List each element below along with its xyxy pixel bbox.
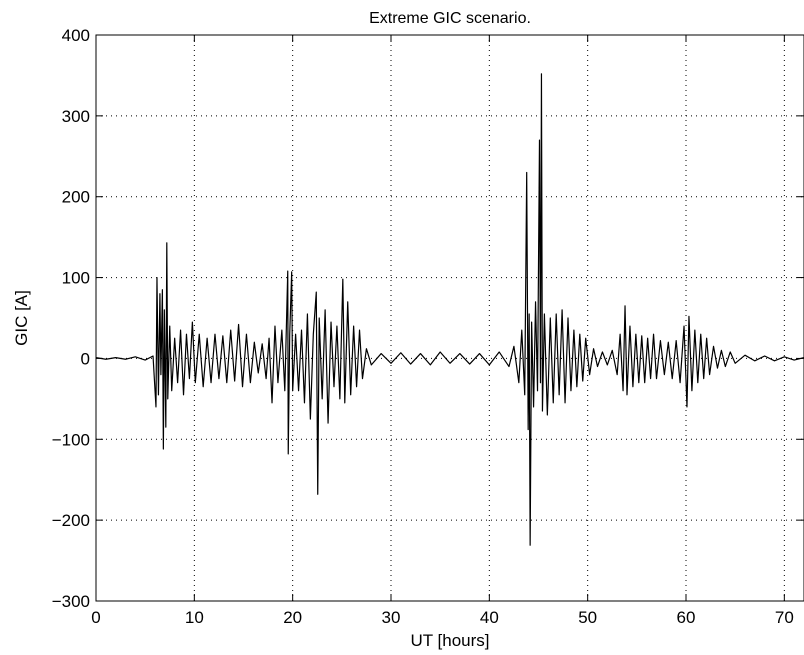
tick-marks <box>95 34 804 602</box>
y-tick-label: −200 <box>52 511 90 530</box>
x-tick-label: 50 <box>578 608 597 627</box>
y-tick-label: 200 <box>62 188 90 207</box>
y-tick-labels: −300 −200 −100 0 100 200 300 400 <box>52 26 90 611</box>
x-tick-labels: 0 10 20 30 40 50 60 70 <box>91 608 794 627</box>
y-tick-label: −100 <box>52 430 90 449</box>
x-tick-label: 40 <box>480 608 499 627</box>
gic-series-line <box>95 73 804 546</box>
x-tick-label: 10 <box>185 608 204 627</box>
x-tick-label: 70 <box>775 608 794 627</box>
y-axis-title: GIC [A] <box>12 290 31 346</box>
plot-background <box>96 35 804 601</box>
plot-frame <box>95 34 804 602</box>
x-tick-label: 20 <box>283 608 302 627</box>
x-tick-label: 30 <box>382 608 401 627</box>
x-tick-label: 60 <box>677 608 696 627</box>
y-tick-label: 0 <box>81 349 90 368</box>
x-axis-title: UT [hours] <box>410 631 489 650</box>
series-layer <box>95 73 804 546</box>
grid-lines <box>96 35 804 601</box>
y-tick-label: −300 <box>52 592 90 611</box>
y-tick-label: 300 <box>62 107 90 126</box>
y-tick-label: 100 <box>62 269 90 288</box>
y-tick-label: 400 <box>62 26 90 45</box>
chart-title: Extreme GIC scenario. <box>369 10 531 27</box>
x-tick-label: 0 <box>91 608 100 627</box>
